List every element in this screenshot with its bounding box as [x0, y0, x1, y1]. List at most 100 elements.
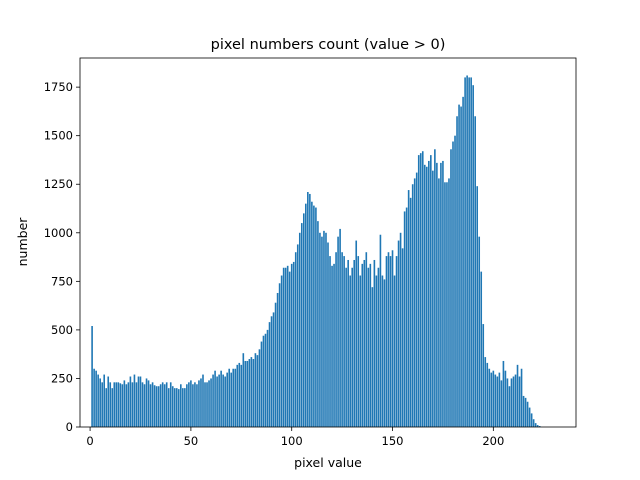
bar — [456, 116, 458, 427]
bar — [448, 178, 450, 427]
y-tick-label: 250 — [51, 371, 73, 385]
y-tick-label: 750 — [51, 274, 73, 288]
bar — [137, 376, 140, 427]
bar — [119, 383, 122, 427]
bar — [155, 386, 158, 427]
bar — [260, 341, 263, 427]
bar — [254, 353, 257, 427]
bar — [180, 384, 182, 427]
bar — [325, 232, 327, 427]
bar — [434, 149, 436, 427]
bar — [127, 382, 130, 427]
bar — [397, 240, 400, 427]
bar — [470, 77, 472, 428]
bar — [514, 374, 517, 427]
bar — [109, 382, 112, 427]
bar — [169, 382, 172, 427]
bar — [454, 135, 456, 427]
bar — [309, 193, 311, 427]
bar — [353, 259, 356, 427]
bar — [492, 370, 495, 427]
bar — [107, 376, 110, 427]
bar — [262, 335, 265, 427]
bar — [387, 252, 390, 427]
bar — [472, 85, 474, 427]
chart-title: pixel numbers count (value > 0) — [211, 37, 446, 53]
x-tick-label: 50 — [184, 434, 199, 448]
bar — [177, 389, 180, 427]
bar — [379, 234, 382, 427]
bar — [500, 380, 503, 427]
bar — [502, 360, 505, 427]
bar — [496, 376, 499, 427]
bar — [101, 382, 103, 427]
bar — [323, 230, 325, 427]
bar — [113, 382, 116, 427]
bar — [343, 256, 345, 427]
bar — [204, 382, 206, 427]
bar — [206, 382, 208, 427]
bar — [234, 368, 237, 427]
bar — [161, 382, 164, 427]
bar — [363, 259, 366, 427]
bar — [276, 292, 279, 427]
bar — [413, 178, 416, 427]
bar — [272, 312, 275, 427]
x-tick-label: 150 — [382, 434, 404, 448]
bar — [490, 372, 493, 427]
bar — [139, 376, 142, 427]
y-tick-label: 1500 — [44, 129, 73, 143]
bar — [377, 267, 380, 427]
bar — [317, 221, 319, 427]
bar — [292, 261, 295, 427]
bar — [296, 244, 299, 427]
bar — [329, 256, 331, 427]
bar — [111, 388, 114, 427]
bar — [244, 360, 247, 427]
bar — [486, 362, 489, 427]
bar — [375, 275, 378, 427]
bar — [440, 162, 442, 427]
bar — [395, 256, 398, 427]
bar — [516, 364, 519, 427]
bar — [474, 116, 476, 427]
bar — [331, 265, 333, 427]
x-axis-label: pixel value — [294, 455, 362, 470]
bar — [182, 388, 184, 427]
bar — [411, 184, 414, 427]
y-tick-label: 1250 — [44, 177, 73, 191]
bar — [341, 252, 343, 427]
bar — [446, 182, 448, 427]
bar — [294, 252, 297, 427]
bar — [198, 380, 200, 427]
bar — [242, 353, 245, 427]
bar — [165, 382, 168, 427]
bar — [157, 386, 160, 427]
bar — [153, 385, 156, 427]
bar — [480, 271, 483, 427]
bar — [290, 263, 293, 427]
bar — [417, 155, 420, 428]
bar — [284, 267, 287, 427]
bar — [218, 374, 220, 427]
bar — [226, 372, 228, 427]
bar — [202, 374, 204, 427]
bar — [212, 374, 214, 427]
bar — [311, 201, 313, 427]
bar — [423, 164, 426, 427]
bar — [258, 349, 261, 427]
bar — [286, 265, 289, 427]
bar — [524, 397, 527, 427]
bar — [361, 263, 364, 427]
bar — [365, 252, 368, 427]
bar — [248, 359, 251, 427]
bar — [494, 374, 497, 427]
bar — [200, 378, 202, 427]
bar — [115, 382, 118, 427]
bar — [526, 401, 529, 427]
bar — [129, 376, 132, 427]
bar — [460, 106, 462, 428]
x-tick-label: 100 — [281, 434, 303, 448]
bar — [141, 382, 144, 427]
x-tick-label: 200 — [482, 434, 504, 448]
